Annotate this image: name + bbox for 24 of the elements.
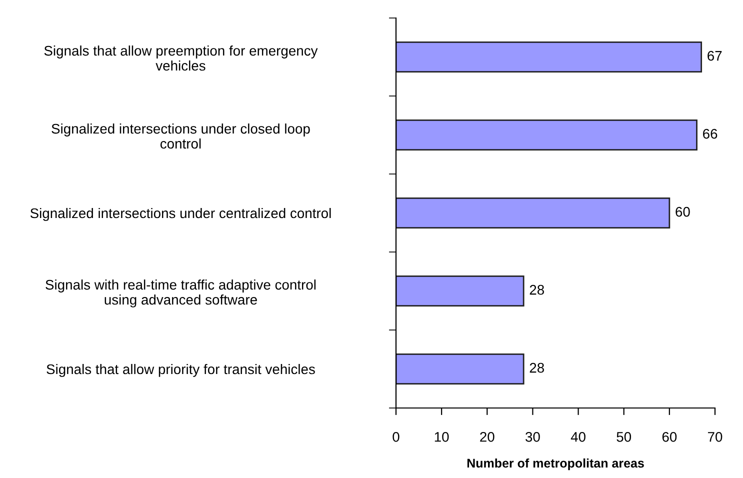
bar [396,275,524,307]
bar [396,41,702,73]
bar [396,119,698,151]
data-label: 67 [708,50,722,61]
y-tick-label: Signalized intersections under centralized control [30,208,331,221]
x-axis-title: Number of metropolitan areas [467,458,644,470]
bar [396,353,524,385]
x-tick-label: 0 [392,432,400,442]
x-tick-label: 40 [570,432,586,442]
x-tick-label: 50 [616,432,632,442]
y-tick-label: Signalized intersections under closed loop control [52,123,310,149]
x-tick-label: 60 [662,432,677,442]
data-label: 28 [530,362,544,373]
y-tick-label: Signals with real-time traffic adaptive control using advanced software [46,279,316,308]
x-tick-label: 30 [526,432,540,442]
x-tick-label: 20 [480,432,494,442]
y-tick-label: Signals that allow priority for transit vehicles [46,364,315,377]
x-tick-label: 10 [434,432,449,442]
data-label: 28 [530,284,544,295]
bar [396,197,670,229]
y-tick-label: Signals that allow preemption for emergency vehicles [44,45,318,71]
data-label: 66 [703,128,718,139]
x-tick-label: 70 [708,432,722,442]
data-label: 60 [676,206,690,217]
